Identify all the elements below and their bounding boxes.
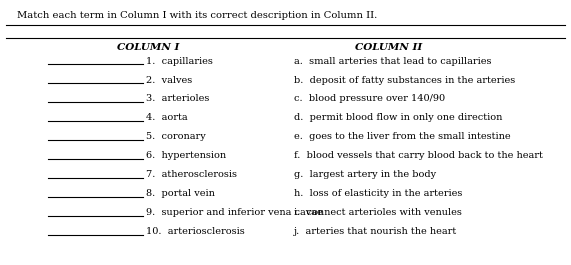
Text: 5.  coronary: 5. coronary: [146, 132, 206, 142]
Text: 10.  arteriosclerosis: 10. arteriosclerosis: [146, 227, 244, 236]
Text: d.  permit blood flow in only one direction: d. permit blood flow in only one directi…: [294, 113, 502, 122]
Text: e.  goes to the liver from the small intestine: e. goes to the liver from the small inte…: [294, 132, 510, 142]
Text: 6.  hypertension: 6. hypertension: [146, 151, 226, 160]
Text: b.  deposit of fatty substances in the arteries: b. deposit of fatty substances in the ar…: [294, 76, 515, 85]
Text: 4.  aorta: 4. aorta: [146, 113, 187, 122]
Text: g.  largest artery in the body: g. largest artery in the body: [294, 170, 436, 179]
Text: j.  arteries that nourish the heart: j. arteries that nourish the heart: [294, 227, 457, 236]
Text: COLUMN II: COLUMN II: [355, 43, 423, 52]
Text: a.  small arteries that lead to capillaries: a. small arteries that lead to capillari…: [294, 57, 492, 65]
Text: 3.  arterioles: 3. arterioles: [146, 95, 209, 104]
Text: 2.  valves: 2. valves: [146, 76, 192, 85]
Text: f.  blood vessels that carry blood back to the heart: f. blood vessels that carry blood back t…: [294, 151, 543, 160]
Text: i.  connect arterioles with venules: i. connect arterioles with venules: [294, 208, 462, 217]
Text: 7.  atherosclerosis: 7. atherosclerosis: [146, 170, 236, 179]
Text: Match each term in Column I with its correct description in Column II.: Match each term in Column I with its cor…: [17, 11, 377, 20]
Text: h.  loss of elasticity in the arteries: h. loss of elasticity in the arteries: [294, 189, 463, 198]
Text: 8.  portal vein: 8. portal vein: [146, 189, 215, 198]
Text: 9.  superior and inferior vena cavae: 9. superior and inferior vena cavae: [146, 208, 323, 217]
Text: COLUMN I: COLUMN I: [117, 43, 180, 52]
Text: c.  blood pressure over 140/90: c. blood pressure over 140/90: [294, 95, 445, 104]
Text: 1.  capillaries: 1. capillaries: [146, 57, 212, 65]
